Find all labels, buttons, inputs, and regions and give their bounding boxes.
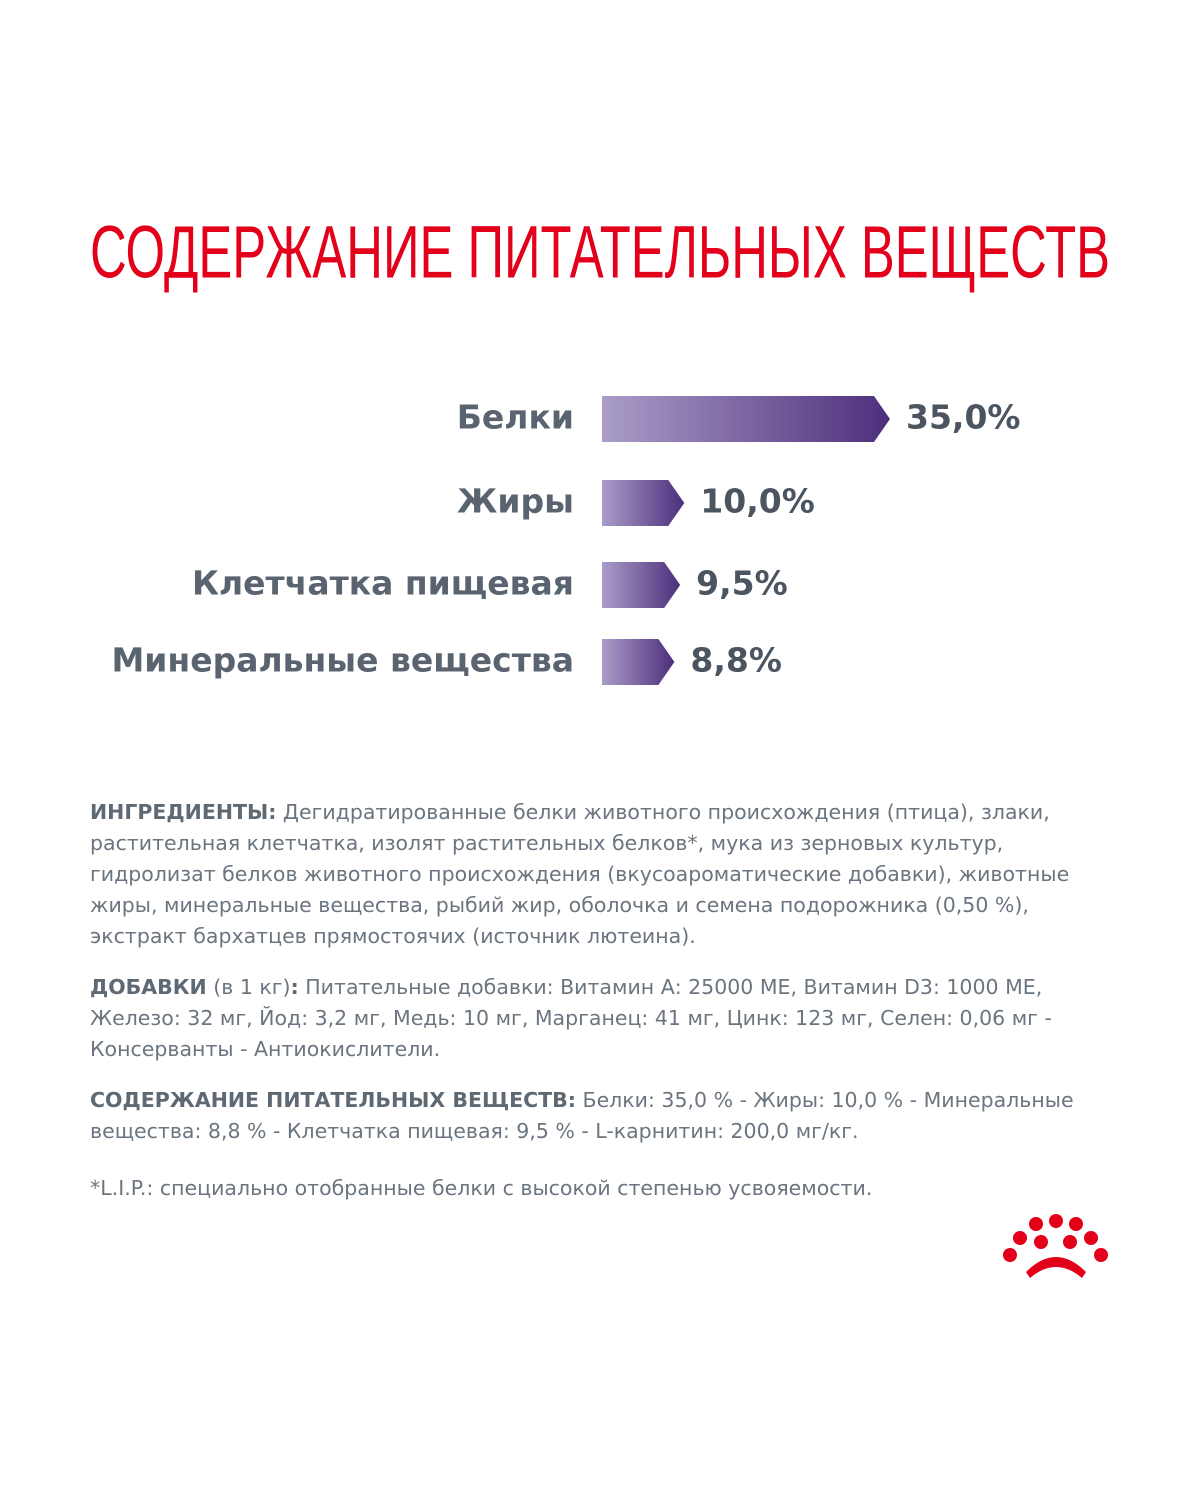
paragraph: СОДЕРЖАНИЕ ПИТАТЕЛЬНЫХ ВЕЩЕСТВ: Белки: 3… (90, 1085, 1125, 1147)
bold-label: : (290, 975, 299, 999)
text-run: (в 1 кг) (206, 975, 291, 999)
category-label: Минеральные вещества (111, 641, 574, 680)
paragraph: *L.I.P.: специально отобранные белки с в… (90, 1173, 1125, 1204)
bold-label: ИНГРЕДИЕНТЫ: (90, 800, 277, 824)
bar (602, 562, 681, 608)
bar (602, 396, 890, 442)
text-block: ИНГРЕДИЕНТЫ: Дегидратированные белки жив… (90, 797, 1125, 1224)
chart: СОДЕРЖАНИЕ ПИТАТЕЛЬНЫХ ВЕЩЕСТВ Белки 35,0… (90, 211, 1110, 685)
bar (602, 480, 685, 526)
category-label: Жиры (457, 482, 574, 521)
chart-title: СОДЕРЖАНИЕ ПИТАТЕЛЬНЫХ ВЕЩЕСТВ (90, 211, 1110, 294)
value-label: 35,0% (906, 398, 1021, 437)
paragraph: ИНГРЕДИЕНТЫ: Дегидратированные белки жив… (90, 797, 1125, 952)
category-label: Клетчатка пищевая (192, 564, 574, 603)
bar (602, 639, 675, 685)
value-label: 9,5% (696, 564, 788, 603)
text-run: Дегидратированные белки животного происх… (90, 800, 1070, 948)
text-run: Питательные добавки: Витамин А: 25000 МЕ… (90, 975, 1052, 1061)
bold-label: ДОБАВКИ (90, 975, 207, 999)
logo (1003, 1214, 1108, 1278)
value-label: 10,0% (700, 482, 815, 521)
value-label: 8,8% (690, 641, 782, 680)
category-label: Белки (457, 398, 574, 437)
bold-label: СОДЕРЖАНИЕ ПИТАТЕЛЬНЫХ ВЕЩЕСТВ: (90, 1088, 576, 1112)
text-run: *L.I.P.: специально отобранные белки с в… (90, 1176, 873, 1200)
text-run: Белки: 35,0 % - Жиры: 10,0 % - Минеральн… (90, 1088, 1074, 1143)
paragraph: ДОБАВКИ (в 1 кг): Питательные добавки: В… (90, 972, 1125, 1065)
